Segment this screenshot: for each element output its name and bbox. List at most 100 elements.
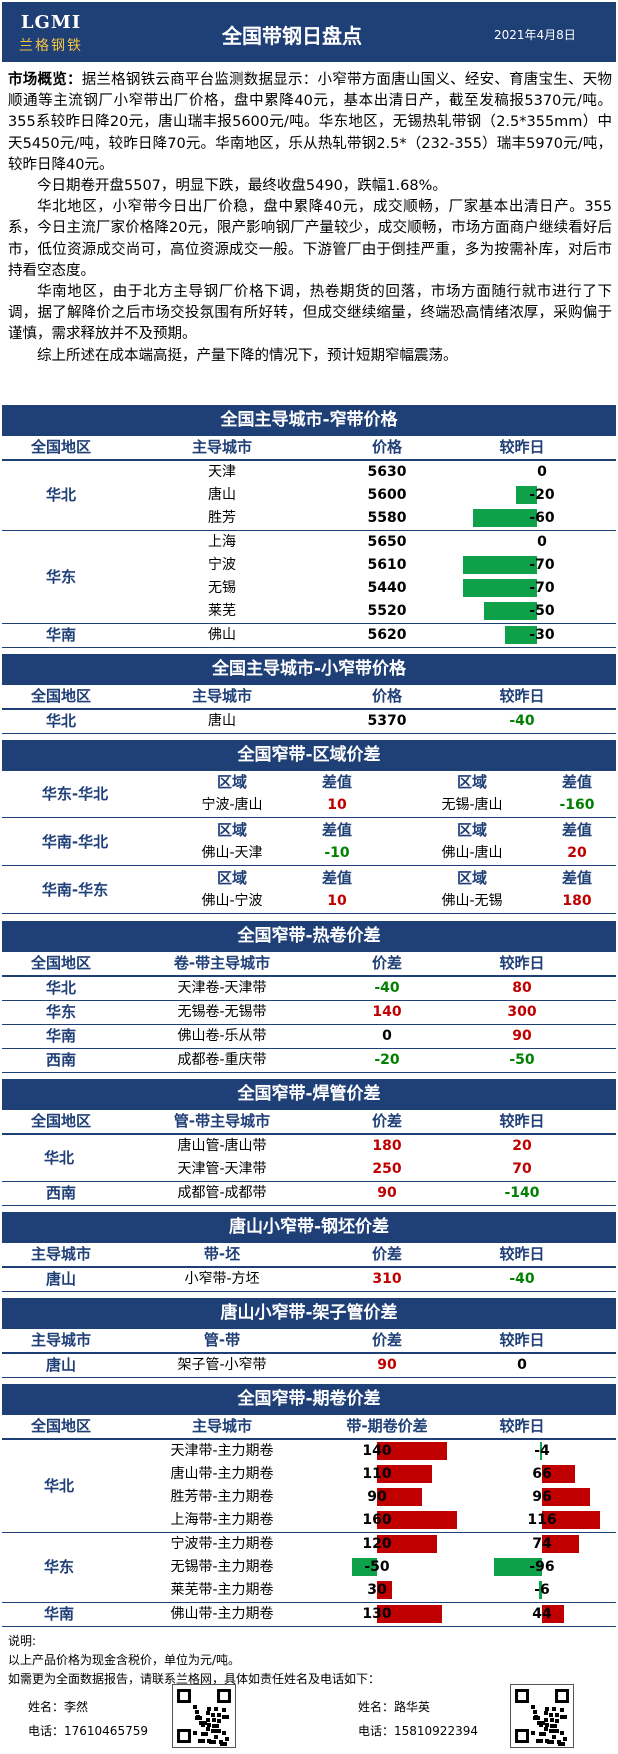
change-cell: 0 [442,531,612,554]
qr-module [201,1738,205,1743]
summary-p1-text: 据兰格钢铁云商平台监测数据显示：小窄带方面唐山国义、经安、育唐宝生、天物顺通等主… [8,72,612,173]
change-value: -4 [534,1443,550,1459]
column-header: 价差 [371,954,402,972]
negative-bar [484,602,537,620]
contact1-name: 姓名：李然 [28,1700,89,1714]
divider [2,1000,616,1001]
qr-module [531,1705,535,1709]
spread-cell: 90 [332,1486,472,1509]
qr-module [201,1732,205,1737]
divider [2,1266,616,1268]
section-title-welded-pipe-spread: 全国窄带-焊管价差 [2,1079,616,1110]
summary-p2: 今日期卷开盘5507，明显下跌，最终收盘5490，跌幅1.68%。 [37,178,447,195]
divider [2,975,616,977]
qr-module [221,1708,226,1713]
table-row: 胜芳 5580 -60 [2,507,616,530]
qr-finder [555,1689,569,1703]
qr-module [207,1706,212,1711]
column-header: 价格 [371,687,402,705]
change-value: 0 [537,534,547,550]
column-header: 管-带主导城市 [173,1112,271,1130]
city-name: 宁波 [208,557,236,573]
qr-module [205,1717,210,1722]
change-cell: -50 [442,600,612,623]
change-cell: 116 [482,1509,612,1532]
qr-module [205,1711,210,1716]
change-cell: -20 [442,484,612,507]
column-header: 区域 [216,869,247,887]
column-header: 区域 [216,821,247,839]
table-row: 全国地区 主导城市 价格 较昨日 [2,685,616,708]
column-header: 区域 [456,869,487,887]
qr-module [204,1732,209,1737]
price-value: 5520 [367,603,407,619]
region-label: 华北 [45,979,76,997]
change-cell: 74 [482,1533,612,1556]
table-row: 上海带-主力期卷 160 116 [2,1509,616,1532]
qr-module [194,1709,199,1714]
divider [2,817,616,818]
qr-module [223,1741,228,1746]
note-line1: 以上产品价格为现金含税价，单位为元/吨。 [8,1653,241,1667]
qr-code-1 [172,1684,236,1748]
column-header: 主导城市 [191,438,252,456]
region-label: 华南 [45,626,76,644]
qr-module [555,1713,559,1717]
qr-module [543,1717,548,1722]
column-header: 主导城市 [191,687,252,705]
divider [2,1205,616,1206]
positive-bar [377,1535,437,1553]
region-label: 华南 [43,1605,74,1623]
column-header: 全国地区 [30,1112,91,1130]
table-row: 莱芜带-主力期卷 30 -6 [2,1579,616,1602]
column-header: 价差 [371,1245,402,1263]
qr-module [548,1729,553,1733]
spread-value: 140 [362,1443,392,1459]
qr-module [221,1714,226,1719]
table-row: 华东 无锡卷-无锡带 140 300 [2,1001,616,1024]
column-header: 差值 [561,773,592,791]
section-title-regional-spread: 全国窄带-区域价差 [2,740,616,771]
qr-module [542,1732,547,1737]
price-value: 5600 [367,487,407,503]
table-row: 莱芜 5520 -50 [2,600,616,623]
table-row: 华南 佛山卷-乐从带 0 90 [2,1025,616,1048]
column-header: 区域 [456,821,487,839]
pair-name: 莱芜带-主力期卷 [170,1582,274,1598]
change-value: -50 [509,1052,535,1068]
qr-module [551,1729,556,1733]
change-value: -140 [504,1185,540,1201]
qr-module [196,1714,201,1719]
column-header: 主导城市 [30,1331,91,1349]
divider [2,623,616,624]
positive-bar [377,1605,442,1623]
price-value: 5440 [367,580,407,596]
page-title: 全国带钢日盘点 [222,24,362,48]
spread-value: 180 [562,893,592,909]
qr-finder [217,1689,231,1703]
qr-module [545,1738,550,1743]
column-header: 管-带 [203,1331,241,1349]
qr-module [218,1740,223,1745]
spread-value: 90 [367,1489,387,1505]
spread-cell: 160 [332,1509,472,1532]
spread-cell: 130 [332,1603,472,1626]
table-row: 西南 成都管-成都带 90 -140 [2,1182,616,1205]
spread-cell: 110 [332,1463,472,1486]
pair-name: 宁波-唐山 [201,797,263,813]
column-header: 主导城市 [30,1245,91,1263]
spread-value: 10 [327,893,347,909]
pair-name: 佛山-宁波 [201,893,263,909]
column-header: 较昨日 [499,1112,545,1130]
column-header: 带-期卷价差 [346,1417,428,1435]
pair-name: 宁波带-主力期卷 [170,1536,274,1552]
logo-cn-text: 兰格钢铁 [19,38,83,54]
change-value: 74 [532,1536,552,1552]
qr-module [551,1706,556,1711]
qr-module [539,1732,543,1737]
qr-module [563,1737,567,1741]
table-row: 唐山 5600 -20 [2,484,616,507]
region-label: 华北 [45,712,76,730]
positive-bar [377,1581,392,1599]
table-row: 主导城市 带-坯 价差 较昨日 [2,1243,616,1266]
